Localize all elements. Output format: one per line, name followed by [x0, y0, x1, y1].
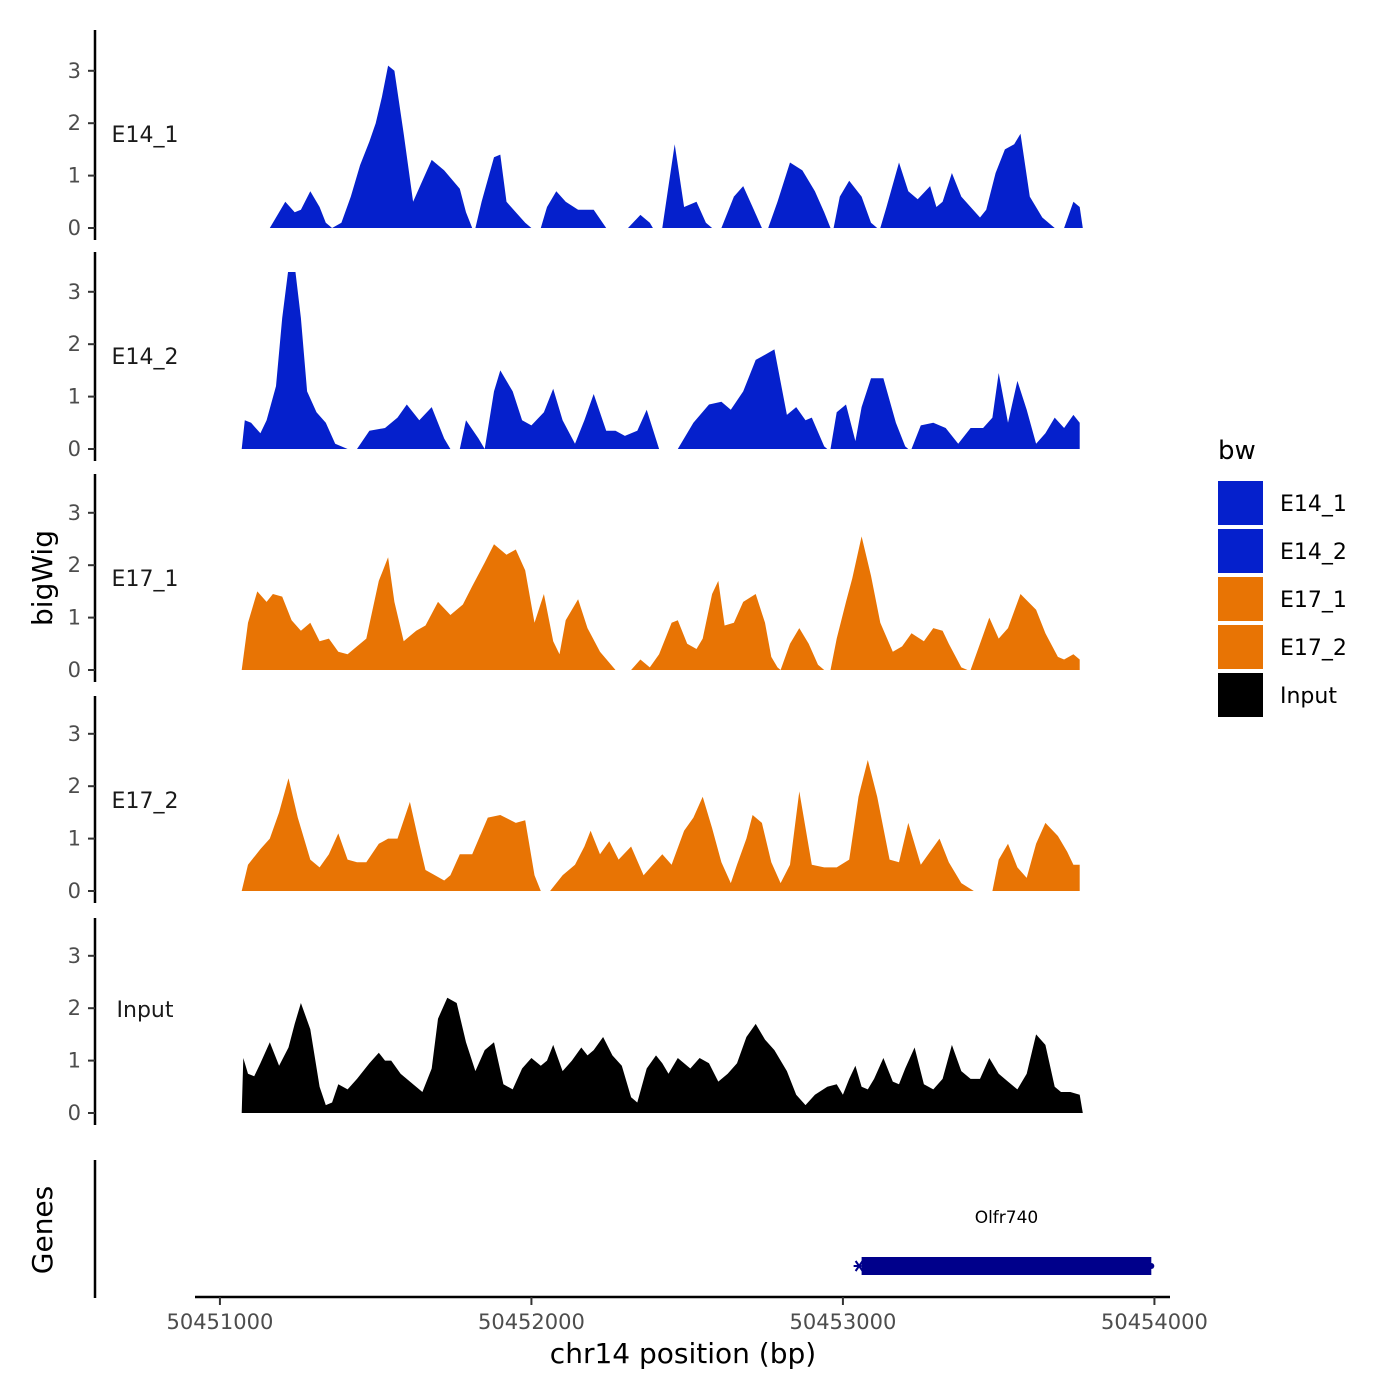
genes-track-label: Genes	[26, 1186, 59, 1274]
signal-area-E17_1	[631, 580, 781, 670]
legend-item-E17_1: E17_1	[1218, 577, 1347, 621]
signal-area-E14_1	[269, 65, 473, 228]
legend-label: E17_2	[1280, 636, 1347, 661]
y-tick-label: 3	[68, 59, 81, 83]
legend-swatch	[1218, 577, 1263, 621]
y-tick-label: 3	[68, 722, 81, 746]
signal-tracks: 0 1 2 3 E14_1 0 1 2 3 E14_2 0 1 2 3 E17_1 0 1 2 3 E17_2 0 1 2 3…	[68, 30, 1083, 1125]
legend-swatch	[1218, 529, 1263, 573]
legend-title: bw	[1218, 436, 1256, 466]
y-axis-title: bigWig	[26, 530, 59, 626]
y-tick-label: 1	[68, 1049, 81, 1073]
signal-area-Input	[241, 997, 1083, 1113]
y-tick-label: 2	[68, 774, 81, 798]
signal-area-E14_1	[475, 154, 532, 228]
signal-area-E14_2	[911, 373, 1080, 449]
legend-swatch	[1218, 625, 1263, 669]
signal-area-E14_2	[459, 370, 660, 449]
signal-area-E17_1	[241, 544, 616, 670]
legend-label: E14_1	[1280, 492, 1347, 517]
signal-area-E14_1	[768, 162, 831, 228]
y-tick-label: 3	[68, 501, 81, 525]
y-tick-label: 0	[68, 658, 81, 682]
legend: bw E14_1 E14_2 E17_1 E17_2 Input	[1218, 436, 1347, 717]
legend-label: E17_1	[1280, 588, 1347, 613]
y-tick-label: 2	[68, 996, 81, 1020]
y-tick-label: 0	[68, 1101, 81, 1125]
track-label: E17_2	[112, 789, 179, 814]
signal-area-E14_1	[662, 144, 713, 228]
track-label: E17_1	[112, 567, 179, 592]
x-tick-label: 50452000	[478, 1310, 585, 1334]
legend-label: Input	[1280, 684, 1337, 709]
gene-end-marker	[1148, 1263, 1155, 1269]
signal-area-E17_1	[830, 536, 968, 670]
y-tick-label: 3	[68, 944, 81, 968]
y-tick-label: 1	[68, 164, 81, 188]
y-tick-label: 3	[68, 280, 81, 304]
legend-item-E14_1: E14_1	[1218, 481, 1347, 525]
track-E17_1: 0 1 2 3 E17_1	[68, 474, 1080, 682]
y-tick-label: 2	[68, 332, 81, 356]
track-E14_2: 0 1 2 3 E14_2	[68, 252, 1080, 461]
signal-area-E14_1	[540, 191, 607, 228]
gene-strand-arrow	[854, 1260, 864, 1272]
legend-item-E17_2: E17_2	[1218, 625, 1347, 669]
y-tick-label: 0	[68, 437, 81, 461]
track-label: Input	[117, 998, 174, 1023]
y-tick-label: 1	[68, 606, 81, 630]
track-Input: 0 1 2 3 Input	[68, 918, 1083, 1125]
signal-area-E14_1	[833, 180, 878, 228]
signal-area-E17_2	[992, 822, 1080, 891]
y-tick-label: 2	[68, 553, 81, 577]
signal-area-E14_1	[880, 133, 1055, 228]
track-E14_1: 0 1 2 3 E14_1	[68, 30, 1083, 240]
y-tick-label: 0	[68, 879, 81, 903]
signal-area-E14_2	[830, 378, 909, 449]
legend-item-E14_2: E14_2	[1218, 529, 1347, 573]
x-tick-label: 50454000	[1101, 1310, 1208, 1334]
signal-area-E17_2	[550, 760, 974, 891]
signal-area-E14_1	[1064, 201, 1083, 228]
signal-area-E14_1	[721, 186, 762, 228]
signal-area-E17_1	[780, 628, 825, 670]
y-tick-label: 1	[68, 827, 81, 851]
y-tick-label: 2	[68, 111, 81, 135]
signal-area-E17_1	[970, 594, 1080, 670]
gene-body	[861, 1257, 1152, 1275]
legend-swatch	[1218, 673, 1263, 717]
signal-area-E17_2	[241, 778, 541, 891]
signal-area-E14_1	[628, 214, 653, 228]
track-E17_2: 0 1 2 3 E17_2	[68, 696, 1080, 903]
y-tick-label: 0	[68, 216, 81, 240]
y-tick-label: 1	[68, 385, 81, 409]
x-tick-label: 50453000	[789, 1310, 896, 1334]
x-axis: 50451000 50452000 50453000 50454000	[166, 1295, 1208, 1334]
signal-area-E14_2	[241, 272, 348, 449]
gene-track: Olfr740	[93, 1160, 1155, 1298]
x-tick-label: 50451000	[166, 1310, 273, 1334]
legend-swatch	[1218, 481, 1263, 525]
signal-area-E14_2	[357, 404, 451, 449]
signal-area-E14_2	[677, 349, 828, 449]
track-label: E14_2	[112, 345, 179, 370]
x-axis-title: chr14 position (bp)	[550, 1337, 816, 1370]
legend-label: E14_2	[1280, 540, 1347, 565]
track-label: E14_1	[112, 123, 179, 148]
gene-name-label: Olfr740	[975, 1208, 1039, 1228]
legend-item-Input: Input	[1218, 673, 1337, 717]
